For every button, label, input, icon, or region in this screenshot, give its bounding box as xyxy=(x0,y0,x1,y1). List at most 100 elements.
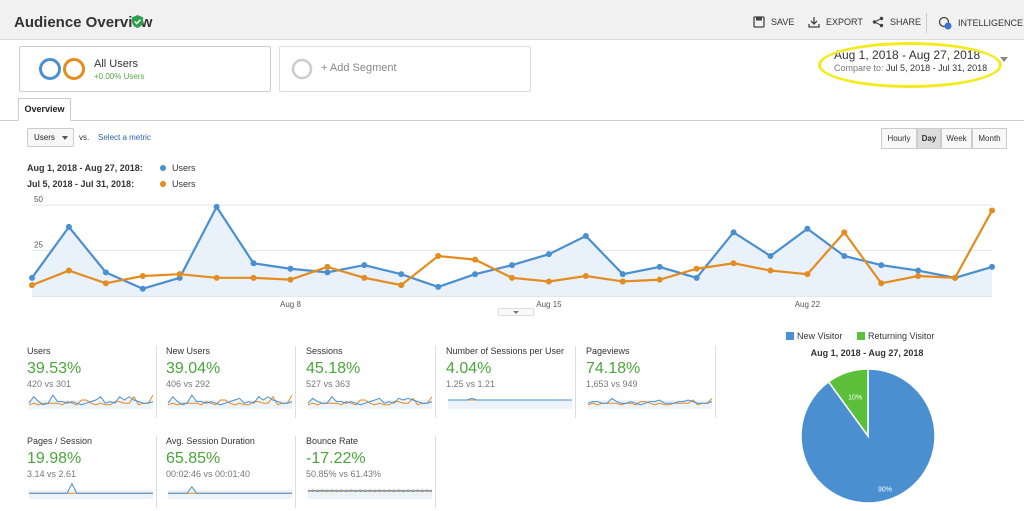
data-point-previous xyxy=(29,282,35,289)
metric-name: New Users xyxy=(166,346,211,356)
tab-divider xyxy=(0,120,1024,121)
metric-card[interactable]: Bounce Rate -17.22% 50.85% vs 61.43% xyxy=(306,436,436,508)
verified-shield-icon xyxy=(131,15,144,28)
data-point-previous xyxy=(619,278,626,285)
metric-change: 19.98% xyxy=(27,450,82,467)
data-point-current xyxy=(841,253,848,259)
legend-previous-series: Users xyxy=(172,179,196,189)
share-label: SHARE xyxy=(890,17,922,27)
data-point-current xyxy=(398,271,405,278)
pie-slice-returning-visitor xyxy=(827,368,869,439)
sparkline-series xyxy=(448,397,572,401)
data-point-previous xyxy=(361,274,368,281)
sparkline-series xyxy=(307,489,433,493)
granularity-month[interactable]: Month xyxy=(972,128,1007,149)
sparkline-area xyxy=(308,400,432,409)
data-point-current xyxy=(509,262,515,269)
metric-sparkline xyxy=(167,394,293,409)
intelligence-button[interactable]: INTELLIGENCE xyxy=(938,16,1023,30)
data-point-previous xyxy=(250,274,257,281)
date-dropdown-chevron-icon[interactable] xyxy=(1000,57,1008,62)
data-point-previous xyxy=(582,273,589,279)
data-point-previous xyxy=(398,282,405,289)
sparkline-area xyxy=(588,400,712,409)
sparkline-series xyxy=(307,396,433,406)
add-segment-label: + Add Segment xyxy=(321,62,397,74)
legend-previous-dot xyxy=(160,181,166,187)
metric-card[interactable]: New Users 39.04% 406 vs 292 xyxy=(166,346,296,418)
empty-segment-icon xyxy=(291,58,313,80)
metric-change: 4.04% xyxy=(446,360,492,377)
segment-rings-icon xyxy=(39,58,85,80)
sparkline-area xyxy=(29,490,153,499)
x-tick-label: Aug 8 xyxy=(280,300,301,309)
select-metric-link[interactable]: Select a metric xyxy=(98,133,151,142)
users-line-chart[interactable]: 25 50 Aug 8 Aug 15 Aug 22 xyxy=(0,190,1024,310)
tab-overview[interactable]: Overview xyxy=(18,98,71,121)
data-point-current xyxy=(324,269,331,276)
data-point-current xyxy=(139,285,146,292)
data-point-current xyxy=(915,267,922,274)
add-segment-button[interactable]: + Add Segment xyxy=(279,46,531,92)
metric-card[interactable]: Avg. Session Duration 65.85% 00:02:46 vs 0… xyxy=(166,436,296,508)
data-point-previous xyxy=(287,276,294,283)
metric-sparkline xyxy=(448,397,572,409)
highlight-ellipse xyxy=(818,42,1002,88)
data-point-previous xyxy=(65,267,72,274)
metric-name: Users xyxy=(27,346,51,356)
sparkline-area xyxy=(168,490,292,499)
metric-card[interactable]: Pages / Session 19.98% 3.14 vs 2.61 xyxy=(27,436,157,508)
metric-card[interactable]: Number of Sessions per User 4.04% 1.25 vs … xyxy=(446,346,576,418)
data-point-current xyxy=(619,271,626,278)
data-point-previous xyxy=(693,265,700,272)
intelligence-label: INTELLIGENCE xyxy=(958,18,1024,28)
metric-sparkline xyxy=(307,489,433,499)
granularity-hourly[interactable]: Hourly xyxy=(881,128,917,149)
data-point-current xyxy=(767,253,774,259)
visitor-pie-chart[interactable]: 90% 10% xyxy=(800,368,936,504)
sparkline-series xyxy=(587,397,713,406)
metric-comparison: 1,653 vs 949 xyxy=(586,379,638,389)
granularity-day[interactable]: Day xyxy=(917,128,941,149)
top-bar: Audience Overview SAVE EXPORT SHARE INTE… xyxy=(0,0,1024,40)
chart-collapse-handle[interactable] xyxy=(498,308,534,316)
x-tick-label: Aug 15 xyxy=(536,300,562,309)
metric-comparison: 406 vs 292 xyxy=(166,379,211,389)
metric-select[interactable]: Users xyxy=(27,128,74,147)
metric-change: 39.53% xyxy=(27,360,82,377)
metric-card[interactable]: Users 39.53% 420 vs 301 xyxy=(27,346,157,418)
save-label: SAVE xyxy=(771,17,795,27)
series-area-current xyxy=(32,206,992,296)
data-point-current xyxy=(730,229,737,236)
metric-name: Pageviews xyxy=(586,346,630,356)
granularity-week[interactable]: Week xyxy=(941,128,972,149)
sparkline-area xyxy=(448,400,572,409)
metric-comparison: 00:02:46 vs 00:01:40 xyxy=(166,469,251,479)
metric-sparkline xyxy=(29,482,153,499)
segment-all-users[interactable]: All Users +0.00% Users xyxy=(19,46,271,92)
metric-select-value: Users xyxy=(34,133,55,142)
data-point-previous xyxy=(435,253,442,259)
data-point-current xyxy=(65,223,72,230)
sparkline-series xyxy=(307,489,433,493)
data-point-previous xyxy=(139,273,146,279)
pie-legend-new: New Visitor xyxy=(797,331,843,341)
chevron-down-icon xyxy=(62,136,68,140)
data-point-current xyxy=(472,271,479,278)
export-button[interactable]: EXPORT xyxy=(808,16,863,28)
save-button[interactable]: SAVE xyxy=(753,16,794,28)
share-button[interactable]: SHARE xyxy=(872,16,921,28)
metric-change: 65.85% xyxy=(166,450,221,467)
data-point-current xyxy=(989,263,995,270)
data-point-previous xyxy=(213,274,220,281)
sparkline-area xyxy=(308,490,432,499)
metric-name: Number of Sessions per User xyxy=(446,346,565,356)
sparkline-area xyxy=(168,400,292,409)
metric-name: Pages / Session xyxy=(27,436,93,446)
pie-legend-returning-swatch xyxy=(857,332,865,340)
metric-card[interactable]: Pageviews 74.18% 1,653 vs 949 xyxy=(586,346,716,418)
data-point-previous xyxy=(915,273,922,279)
metric-change: 45.18% xyxy=(306,360,361,377)
legend-current-dot xyxy=(160,165,166,171)
metric-card[interactable]: Sessions 45.18% 527 vs 363 xyxy=(306,346,436,418)
